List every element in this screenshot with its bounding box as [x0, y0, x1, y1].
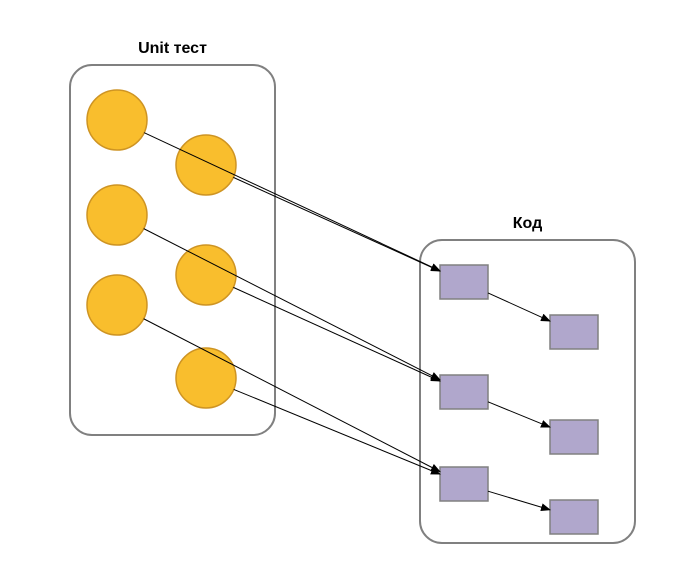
- code-rect: [440, 265, 488, 299]
- test-circle: [176, 348, 236, 408]
- test-circle: [87, 90, 147, 150]
- code-rect: [440, 375, 488, 409]
- code-rect: [550, 315, 598, 349]
- test-circle: [176, 245, 236, 305]
- unit-test-title: Unit тест: [138, 40, 207, 57]
- diagram-canvas: Unit тест Код: [0, 0, 677, 574]
- code-rect: [550, 500, 598, 534]
- test-circle: [87, 185, 147, 245]
- code-rect: [550, 420, 598, 454]
- test-circle: [87, 275, 147, 335]
- code-title: Код: [513, 215, 542, 232]
- code-rect: [440, 467, 488, 501]
- test-circle: [176, 135, 236, 195]
